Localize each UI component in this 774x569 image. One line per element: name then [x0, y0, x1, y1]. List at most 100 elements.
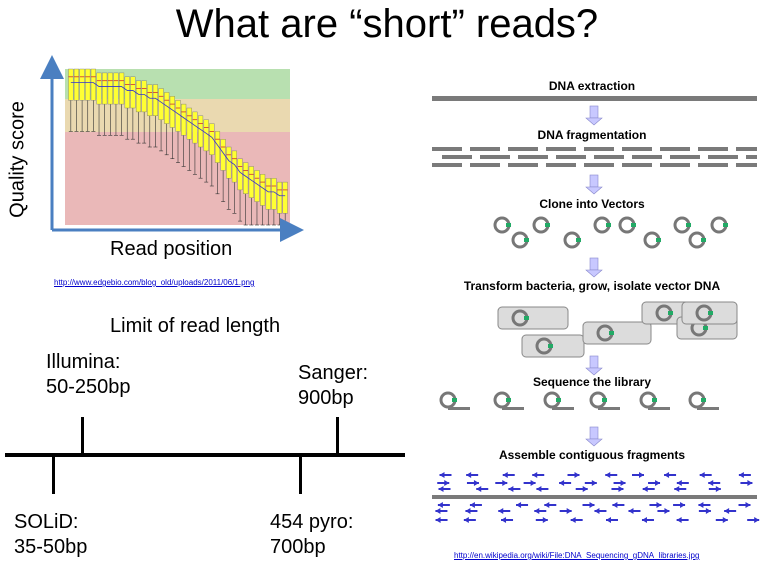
- dna-fragment: [508, 147, 538, 151]
- quality-box: [130, 76, 136, 109]
- quality-box: [237, 158, 243, 191]
- dna-insert: [652, 398, 657, 402]
- solid-label: SOLiD: 35-50bp: [14, 511, 88, 558]
- sanger-tick: [336, 417, 339, 455]
- dna-bar: [432, 96, 757, 101]
- quality-box: [282, 181, 288, 214]
- read-arrowhead: [656, 502, 662, 508]
- quality-box: [248, 166, 254, 198]
- quality-box: [79, 68, 85, 101]
- slide-title: What are “short” reads?: [175, 2, 599, 46]
- quality-box: [209, 123, 215, 155]
- sequence-read: [697, 407, 719, 410]
- read-arrowhead: [516, 502, 522, 508]
- quality-box: [158, 88, 164, 120]
- dna-insert: [506, 223, 511, 227]
- plot-source-link[interactable]: http://www.edgebio.com/blog_old/uploads/…: [54, 278, 255, 287]
- quality-box: [186, 107, 192, 140]
- dna-fragment: [736, 163, 757, 167]
- quality-box: [113, 72, 119, 105]
- dna-insert: [686, 223, 691, 227]
- quality-box: [164, 92, 170, 124]
- read-arrowhead: [559, 480, 565, 486]
- read-arrowhead: [745, 502, 751, 508]
- dna-fragment: [594, 155, 624, 159]
- dna-insert: [701, 398, 706, 402]
- quality-box: [135, 80, 142, 113]
- bacterium-cell: [582, 321, 652, 345]
- dna-fragment: [660, 163, 690, 167]
- quality-box: [254, 170, 260, 202]
- dna-insert: [548, 344, 553, 348]
- quality-box: [124, 76, 130, 109]
- read-arrowhead: [530, 480, 536, 486]
- dna-fragment: [470, 163, 500, 167]
- quality-box: [276, 181, 283, 214]
- quality-box: [85, 68, 91, 101]
- dna-insert: [631, 223, 636, 227]
- dna-fragment: [698, 163, 728, 167]
- workflow-source-link[interactable]: http://en.wikipedia.org/wiki/File:DNA_Se…: [454, 551, 700, 560]
- down-arrow-head: [585, 117, 603, 126]
- read-arrowhead: [508, 486, 514, 492]
- quality-box: [197, 115, 204, 148]
- dna-insert: [545, 223, 550, 227]
- read-arrowhead: [724, 508, 730, 514]
- sanger-label: Sanger: 900bp: [298, 362, 369, 409]
- dna-insert: [668, 311, 673, 315]
- dna-insert: [576, 238, 581, 242]
- dna-fragment: [698, 147, 728, 151]
- read-arrowhead: [501, 517, 507, 523]
- quality-box: [119, 72, 125, 105]
- step-transform-bacteria: Transform bacteria, grow, isolate vector…: [463, 279, 721, 293]
- read-arrowhead: [476, 486, 482, 492]
- down-arrow-head: [585, 186, 603, 195]
- read-arrowhead: [536, 486, 542, 492]
- dna-fragment: [470, 147, 500, 151]
- dna-fragment: [670, 155, 700, 159]
- read-arrowhead: [605, 517, 611, 523]
- quality-box: [152, 84, 159, 117]
- step-assemble-fragments: Assemble contiguous fragments: [498, 448, 686, 462]
- read-arrowhead: [498, 508, 504, 514]
- dna-fragment: [622, 163, 652, 167]
- read-arrowhead: [437, 502, 443, 508]
- quality-box: [226, 146, 232, 179]
- dna-insert: [524, 238, 529, 242]
- read-arrowhead: [570, 517, 576, 523]
- read-arrowhead: [435, 517, 441, 523]
- step-clone-into-vectors: Clone into Vectors: [539, 197, 645, 211]
- down-arrow-shaft: [589, 257, 599, 271]
- down-arrow-shaft: [589, 426, 599, 440]
- dna-insert: [723, 223, 728, 227]
- dna-fragment: [518, 155, 548, 159]
- read-arrowhead: [638, 472, 644, 478]
- read-arrowhead: [642, 486, 648, 492]
- bacteria-cells: [497, 301, 738, 358]
- dna-insert: [602, 398, 607, 402]
- quality-boxes: [68, 68, 288, 226]
- quality-plot-svg: [40, 55, 304, 242]
- dna-fragment: [632, 155, 662, 159]
- quality-mean-line: [70, 82, 286, 197]
- dna-fragment: [480, 155, 510, 159]
- quality-box: [68, 68, 74, 101]
- quality-box: [102, 72, 108, 105]
- dna-fragment: [746, 155, 757, 159]
- step-sequence-library: Sequence the library: [532, 375, 652, 389]
- read-arrowhead: [574, 472, 580, 478]
- read-arrowhead: [534, 508, 540, 514]
- x-axis-label: Read position: [110, 238, 233, 260]
- quality-box: [231, 150, 237, 183]
- read-arrowhead: [566, 508, 572, 514]
- dna-fragment: [432, 163, 462, 167]
- down-arrow-head: [585, 367, 603, 376]
- read-arrowhead: [465, 508, 471, 514]
- dna-fragment: [556, 155, 586, 159]
- read-arrowhead: [466, 472, 472, 478]
- read-arrowhead: [722, 517, 728, 523]
- read-arrowhead: [676, 517, 682, 523]
- read-arrowhead: [715, 486, 721, 492]
- read-arrowhead: [502, 480, 508, 486]
- dna-insert: [524, 316, 529, 320]
